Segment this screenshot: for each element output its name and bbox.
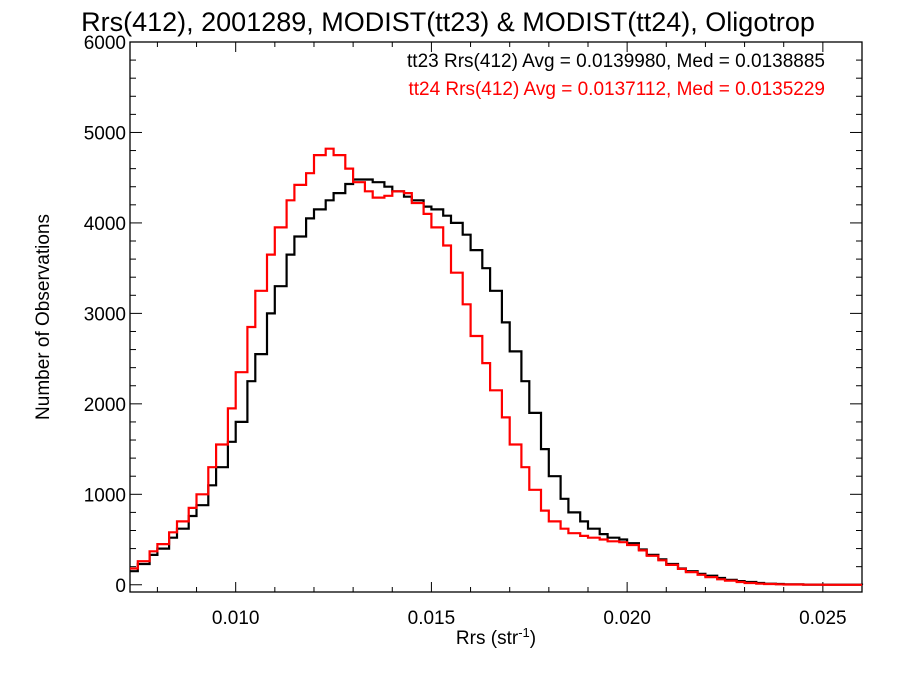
y-tick-labels: 0 1000 2000 3000 4000 5000 6000 [84,33,126,597]
y-tick-label: 4000 [84,214,126,235]
series-tt24-line [130,147,862,586]
x-axis-label-main: Rrs (str [456,628,519,649]
x-tick-label: 0.015 [408,608,456,629]
x-tick-labels: 0.010 0.015 0.020 0.025 [212,608,847,629]
chart-title: Rrs(412), 2001289, MODIST(tt23) & MODIST… [81,7,815,37]
plot-frame [129,41,863,593]
series-tt23-line [130,178,864,586]
series-layer [130,147,864,586]
x-tick-label: 0.025 [799,608,847,629]
y-tick-label: 1000 [84,485,126,506]
legend-entry-tt24: tt24 Rrs(412) Avg = 0.0137112, Med = 0.0… [408,79,825,100]
x-axis-label-superscript: -1 [518,625,530,640]
x-tick-label: 0.010 [212,608,260,629]
axis-ticks [130,41,863,592]
y-tick-label: 6000 [84,33,126,54]
legend-entry-tt23: tt23 Rrs(412) Avg = 0.0139980, Med = 0.0… [407,51,825,72]
y-tick-label: 0 [115,576,126,597]
y-tick-label: 3000 [84,304,126,325]
y-tick-label: 5000 [84,123,126,144]
x-axis-label-close: ) [530,628,536,649]
y-axis-label: Number of Observations [33,214,54,420]
y-tick-label: 2000 [84,395,126,416]
x-axis-label: Rrs (str-1) [456,625,536,650]
x-tick-label: 0.020 [603,608,651,629]
